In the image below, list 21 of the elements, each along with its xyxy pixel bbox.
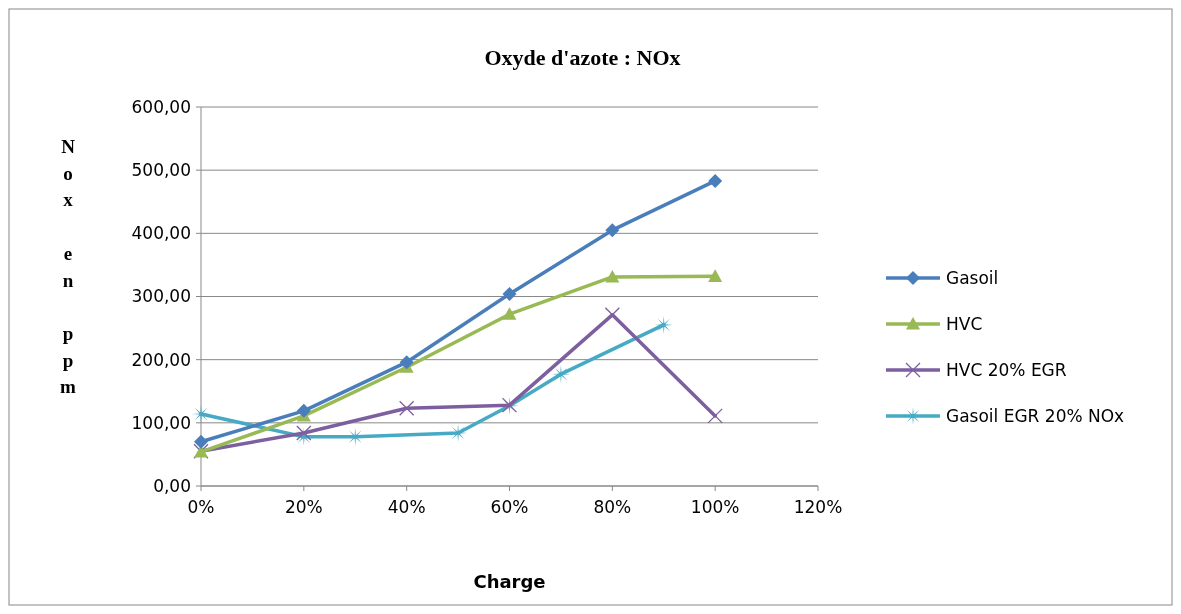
text: Nox en ppm	[60, 136, 76, 398]
x-tick-label: 60%	[490, 497, 529, 517]
x-tick-label: 0%	[187, 497, 215, 517]
x-tick-label: 20%	[284, 497, 323, 517]
legend-label: HVC	[946, 313, 983, 334]
legend-label: Gasoil	[946, 267, 999, 288]
y-tick-label: 0,00	[153, 475, 191, 496]
x-tick-label: 40%	[387, 497, 426, 517]
y-tick-label: 400,00	[131, 223, 191, 244]
y-tick-label: 200,00	[131, 349, 191, 370]
y-tick-label: 100,00	[131, 412, 191, 433]
x-tick-label: 100%	[690, 497, 740, 517]
y-tick-label: 600,00	[131, 96, 191, 117]
legend-label: HVC 20% EGR	[946, 359, 1067, 380]
x-axis-title: Charge	[473, 571, 546, 592]
x-tick-label: 120%	[793, 497, 843, 517]
chart-title: Oxyde d'azote : NOx	[484, 45, 681, 70]
y-tick-label: 500,00	[131, 160, 191, 181]
x-tick-label: 80%	[593, 497, 632, 517]
legend-label: Gasoil EGR 20% NOx	[946, 405, 1125, 426]
y-tick-label: 300,00	[131, 286, 191, 307]
